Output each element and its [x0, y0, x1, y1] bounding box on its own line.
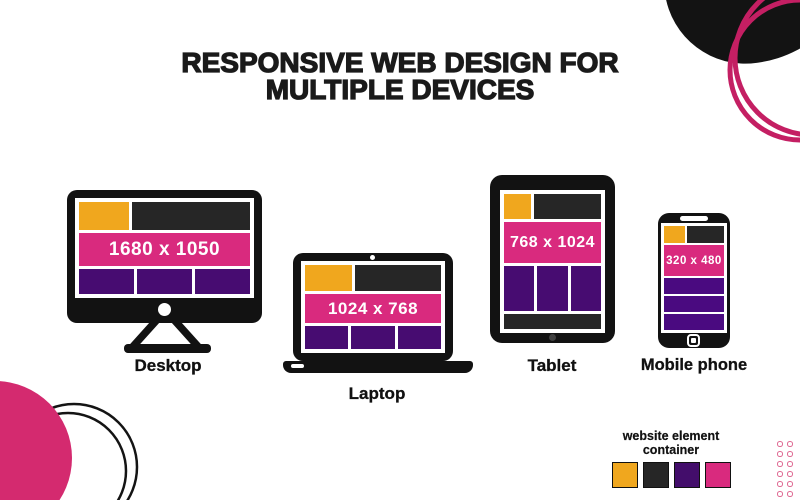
pink-circle-decoration [0, 381, 72, 500]
pink-dot [777, 441, 783, 447]
phone-speaker [680, 216, 708, 221]
tablet-purple-block [537, 266, 568, 311]
tablet-dark-block [534, 194, 601, 219]
tablet-purple-block [504, 266, 535, 311]
pink-dot [787, 441, 793, 447]
pink-dot [787, 471, 793, 477]
laptop-base-notch [291, 364, 304, 368]
desktop-screen: 1680 x 1050 [75, 198, 254, 298]
legend-swatch-dark [642, 462, 669, 488]
legend-swatch-yellow [611, 462, 638, 488]
desktop-stand-leg [128, 322, 160, 346]
laptop-yellow-block [305, 265, 352, 291]
tablet-label: Tablet [527, 356, 577, 375]
laptop-base [283, 361, 473, 373]
desktop-purple-block [195, 269, 250, 294]
pink-dot [787, 481, 793, 487]
mobile-phone-label: Mobile phone [640, 356, 748, 374]
pink-dot [777, 491, 783, 497]
pink-dot [777, 461, 783, 467]
phone-purple-block [664, 314, 724, 330]
laptop-resolution-banner: 1024 x 768 [305, 294, 441, 323]
laptop-purple-block [351, 326, 395, 349]
phone-dark-block [687, 226, 724, 243]
phone-screen: 320 x 480 [661, 223, 727, 333]
laptop-purple-block [397, 326, 441, 349]
laptop-screen: 1024 x 768 [301, 261, 445, 353]
desktop-yellow-block [79, 202, 129, 230]
laptop-purple-block [305, 326, 349, 349]
pink-dot [777, 471, 783, 477]
desktop-stand-base [124, 344, 211, 353]
pink-dot [787, 491, 793, 497]
tablet-yellow-block [504, 194, 531, 219]
phone-resolution-banner: 320 x 480 [664, 245, 724, 276]
laptop-dark-block [355, 265, 441, 291]
desktop-dark-block [132, 202, 250, 230]
desktop-purple-block [79, 269, 134, 294]
tablet-footer-block [504, 314, 601, 329]
tablet-purple-block [570, 266, 601, 311]
desktop-stand-leg [171, 322, 203, 346]
tablet-resolution-banner: 768 x 1024 [504, 222, 601, 263]
pink-dot [787, 451, 793, 457]
phone-home-button-inner [691, 338, 696, 343]
legend-swatch-row [593, 462, 749, 488]
desktop-purple-block [137, 269, 192, 294]
phone-home-button [687, 334, 700, 347]
pink-dot [777, 481, 783, 487]
legend-swatch-pink [704, 462, 731, 488]
page-title-line2: MULTIPLE DEVICES [265, 74, 535, 105]
pink-dot [777, 451, 783, 457]
legend-swatch-purple [673, 462, 700, 488]
laptop-camera-dot [370, 255, 375, 260]
tablet-home-button [549, 334, 556, 341]
desktop-label: Desktop [134, 356, 202, 375]
legend: website element container [593, 429, 749, 488]
phone-purple-block [664, 296, 724, 312]
laptop-label: Laptop [348, 384, 406, 403]
page-title: RESPONSIVE WEB DESIGN FOR MULTIPLE DEVIC… [0, 47, 800, 105]
page-title-line1: RESPONSIVE WEB DESIGN FOR [181, 47, 619, 78]
tablet-screen: 768 x 1024 [500, 190, 605, 333]
phone-yellow-block [664, 226, 685, 243]
desktop-resolution-banner: 1680 x 1050 [79, 233, 250, 266]
legend-title: website element container [622, 429, 720, 457]
phone-purple-block [664, 278, 724, 294]
desktop-camera-dot [158, 303, 171, 316]
pink-dot [787, 461, 793, 467]
dot-grid-decoration [777, 441, 793, 497]
